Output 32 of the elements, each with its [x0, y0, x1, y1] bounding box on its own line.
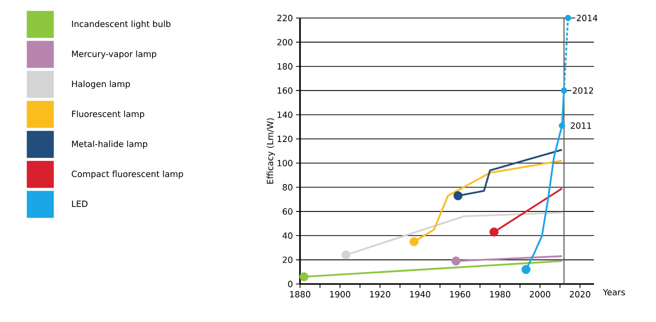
legend-label: Incandescent light bulb [72, 20, 170, 29]
x-tick-label: 1900 [330, 291, 350, 298]
y-tick-label: 0 [288, 280, 292, 288]
y-tick-label: 40 [282, 232, 292, 239]
x-tick-label: 1980 [490, 291, 510, 298]
y-tick-label: 160 [278, 87, 292, 94]
x-tick-label: 1880 [290, 291, 310, 298]
y-tick-label: 180 [278, 63, 292, 70]
x-tick-label: 1940 [410, 291, 430, 298]
y-tick-label: 140 [278, 112, 292, 118]
y-tick-label: 220 [277, 14, 292, 22]
x-tick-label: 1920 [370, 291, 390, 298]
annotation: 2012 [572, 87, 593, 94]
y-tick-label: 80 [282, 184, 292, 190]
annotation: 2014 [576, 14, 598, 22]
legend-label: Metal-halide lamp [72, 140, 148, 149]
legend-label: Mercury-vapor lamp [72, 50, 156, 59]
y-axis-title: Efficacy (Lm/W) [266, 118, 275, 184]
annotation: 2011 [570, 122, 592, 129]
legend-label: Compact fluorescent lamp [72, 170, 184, 179]
x-axis-title: Years [602, 289, 625, 296]
x-tick-label: 1960 [450, 291, 470, 298]
y-tick-label: 20 [282, 256, 292, 264]
x-tick-label: 2020 [570, 291, 590, 298]
y-tick-label: 120 [278, 136, 292, 142]
legend-label: Fluorescent lamp [72, 110, 144, 119]
x-tick-label: 2000 [530, 291, 550, 298]
legend-label: Halogen lamp [72, 80, 130, 89]
y-tick-label: 200 [277, 38, 292, 46]
y-tick-label: 100 [278, 160, 292, 166]
legend-label: LED [72, 200, 88, 207]
y-tick-label: 60 [282, 208, 292, 215]
